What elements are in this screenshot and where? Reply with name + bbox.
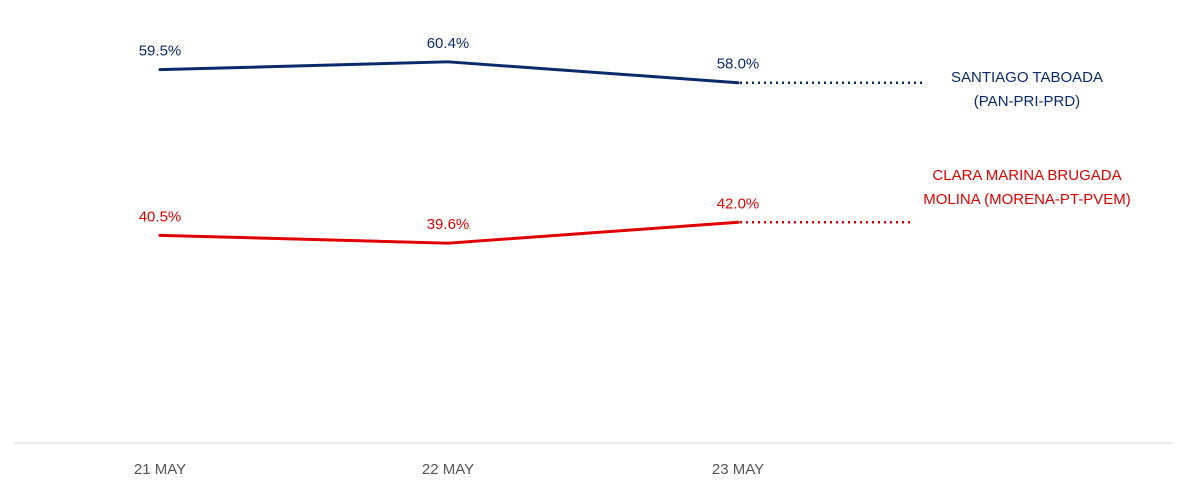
legend: SANTIAGO TABOADA (PAN-PRI-PRD) CLARA MARIN… (923, 69, 1131, 208)
legend-label: MOLINA (MORENA-PT-PVEM) (923, 191, 1131, 208)
x-axis-ticks: 21 MAY 22 MAY 23 MAY (134, 461, 764, 478)
series-2: 40.5% 39.6% 42.0% (139, 195, 910, 245)
series-line (158, 220, 740, 245)
series-layer: 59.5% 60.4% 58.0% 40.5% 39.6% 42.0% (139, 35, 922, 245)
series-line (158, 60, 740, 85)
x-tick-label: 21 MAY (134, 461, 186, 478)
legend-label: (PAN-PRI-PRD) (974, 93, 1080, 110)
data-label: 39.6% (427, 216, 470, 233)
legend-label: SANTIAGO TABOADA (951, 69, 1103, 86)
legend-label: CLARA MARINA BRUGADA (932, 167, 1121, 184)
x-tick-label: 23 MAY (712, 461, 764, 478)
series-1: 59.5% 60.4% 58.0% (139, 35, 922, 85)
data-label: 40.5% (139, 208, 182, 225)
x-tick-label: 22 MAY (422, 461, 474, 478)
data-label: 60.4% (427, 35, 470, 52)
data-label: 42.0% (717, 195, 760, 212)
data-label: 58.0% (717, 56, 760, 73)
data-label: 59.5% (139, 43, 182, 60)
